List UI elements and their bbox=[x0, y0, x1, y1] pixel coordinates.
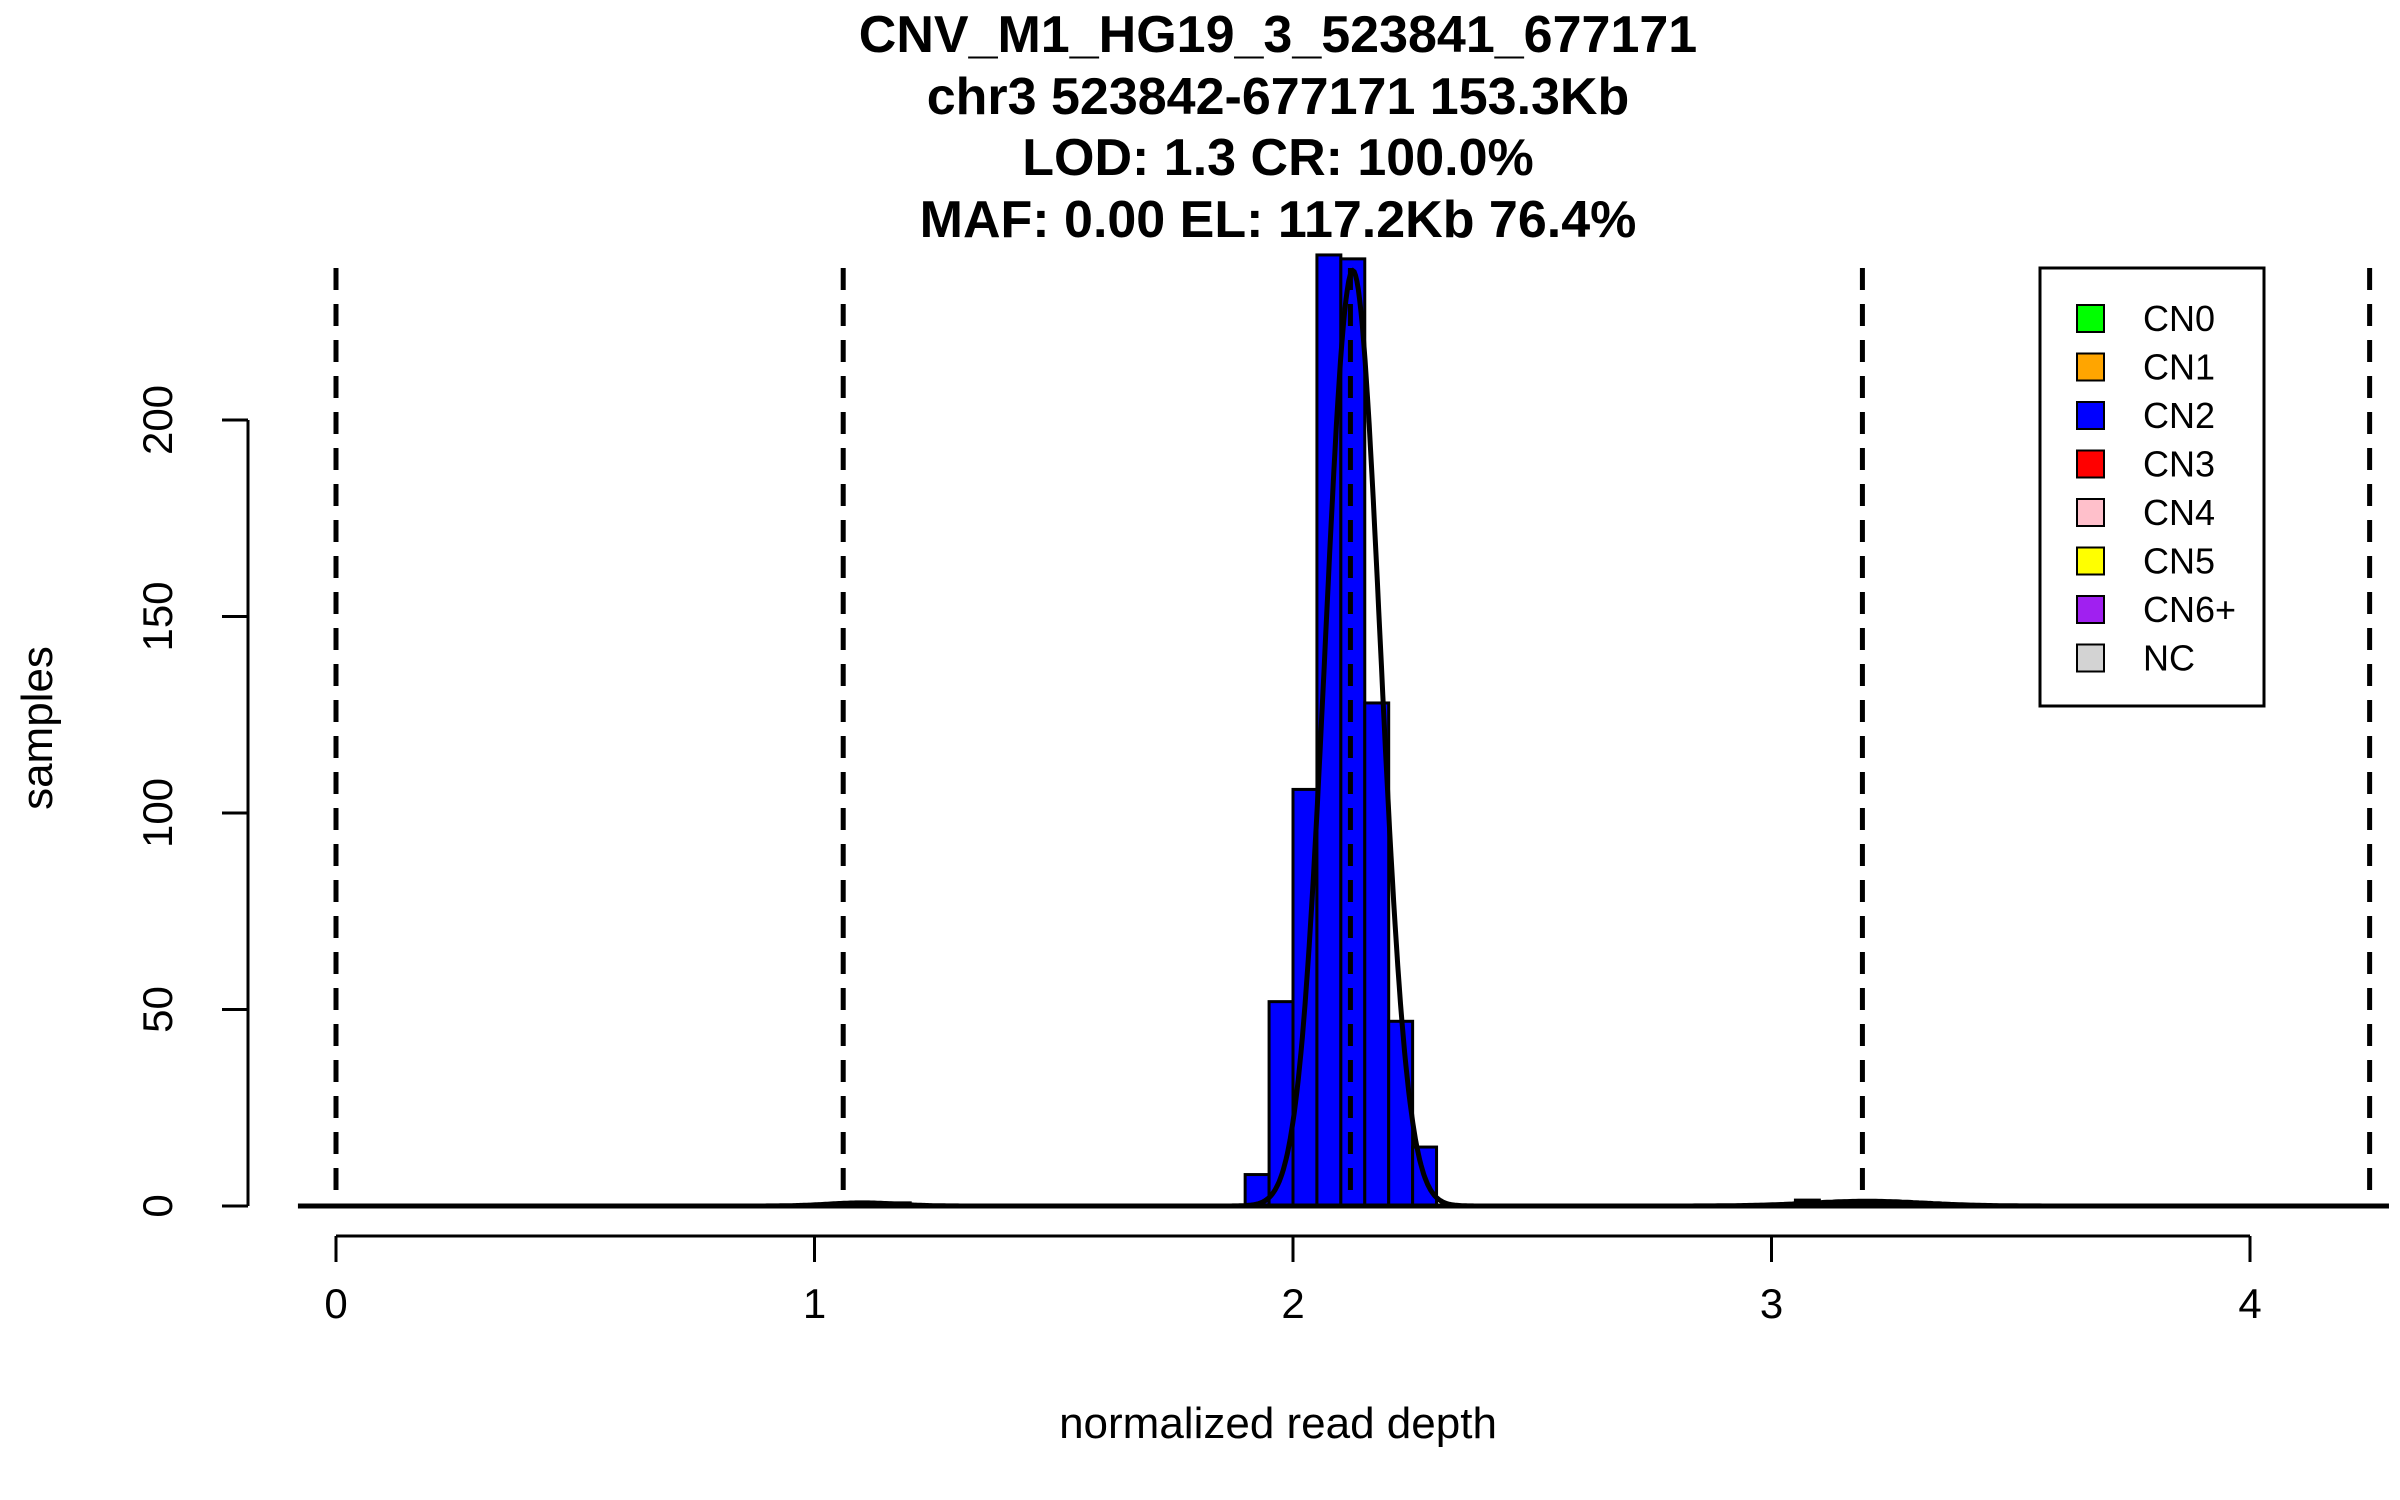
y-axis-label: samples bbox=[13, 646, 62, 810]
legend-box bbox=[2038, 266, 2266, 708]
legend-swatch-6 bbox=[2076, 595, 2105, 624]
legend: CN0 CN1 CN2 CN3 CN4 CN5 CN6+ NC bbox=[2038, 266, 2266, 708]
legend-label-0: CN0 bbox=[2143, 298, 2215, 339]
y-tick-label-0: 0 bbox=[134, 1194, 181, 1217]
legend-swatch-7 bbox=[2076, 643, 2105, 673]
legend-swatch-2 bbox=[2076, 401, 2105, 430]
x-tick-label-1: 1 bbox=[803, 1280, 826, 1327]
legend-swatch-0 bbox=[2076, 304, 2105, 333]
x-tick-label-2: 2 bbox=[1281, 1280, 1304, 1327]
x-tick-label-0: 0 bbox=[324, 1280, 347, 1327]
title-line-3: LOD: 1.3 CR: 100.0% bbox=[1022, 129, 1534, 187]
title-line-4: MAF: 0.00 EL: 117.2Kb 76.4% bbox=[920, 191, 1637, 249]
legend-swatch-3 bbox=[2076, 449, 2105, 479]
x-axis: 0 1 2 3 4 bbox=[324, 1234, 2262, 1327]
title-line-1: CNV_M1_HG19_3_523841_677171 bbox=[859, 6, 1697, 64]
legend-label-3: CN3 bbox=[2143, 444, 2215, 485]
x-tick-label-4: 4 bbox=[2238, 1280, 2261, 1327]
x-tick-label-3: 3 bbox=[1760, 1280, 1783, 1327]
legend-swatch-1 bbox=[2076, 352, 2105, 382]
legend-label-7: NC bbox=[2143, 638, 2195, 679]
y-tick-label-150: 150 bbox=[134, 581, 181, 651]
legend-label-1: CN1 bbox=[2143, 347, 2215, 388]
legend-label-5: CN5 bbox=[2143, 541, 2215, 582]
legend-swatch-5 bbox=[2076, 546, 2105, 576]
chart-title: CNV_M1_HG19_3_523841_677171 chr3 523842-… bbox=[859, 6, 1697, 249]
legend-swatch-4 bbox=[2076, 498, 2105, 527]
x-axis-label: normalized read depth bbox=[1059, 1399, 1497, 1448]
legend-label-2: CN2 bbox=[2143, 395, 2215, 436]
legend-label-6: CN6+ bbox=[2143, 589, 2236, 630]
y-tick-label-200: 200 bbox=[134, 385, 181, 455]
title-line-2: chr3 523842-677171 153.3Kb bbox=[927, 68, 1630, 126]
density-curves bbox=[297, 267, 2389, 1209]
legend-label-4: CN4 bbox=[2143, 492, 2215, 533]
y-axis: 0 50 100 150 200 bbox=[134, 385, 250, 1218]
cutoff-lines bbox=[333, 268, 2373, 1206]
y-tick-label-50: 50 bbox=[134, 986, 181, 1033]
y-tick-label-100: 100 bbox=[134, 778, 181, 848]
